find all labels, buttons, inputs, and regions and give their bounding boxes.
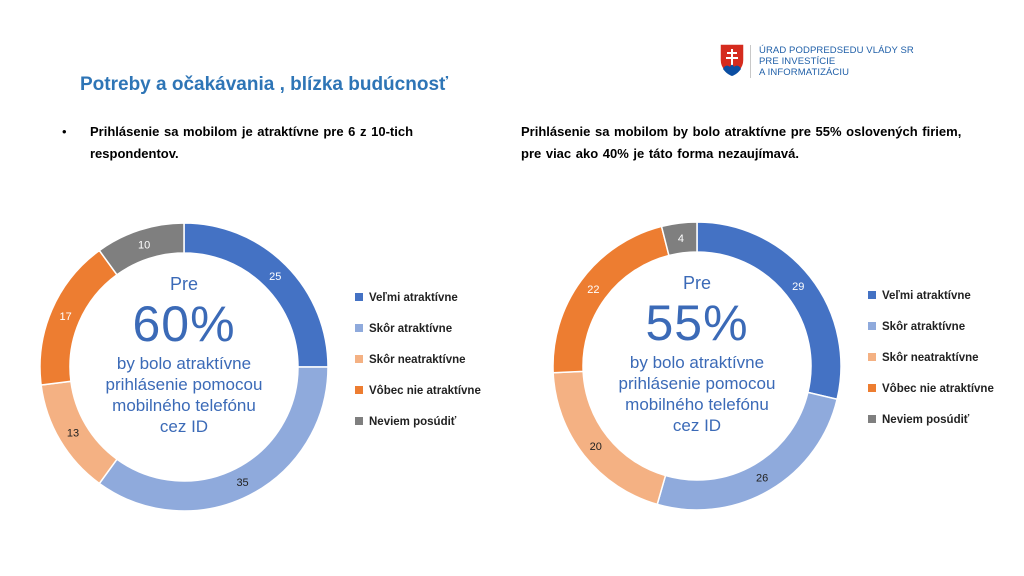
- center-pre: Pre: [682, 273, 711, 293]
- legend-label: Neviem posúdiť: [369, 416, 457, 428]
- legend-swatch-icon: [868, 322, 876, 330]
- legend-item-velmi-atraktivne: Veľmi atraktívne: [868, 290, 971, 302]
- center-desc-line-3: mobilného telefónu: [625, 395, 769, 414]
- legend-swatch-icon: [355, 355, 363, 363]
- center-desc-line-2: prihlásenie pomocou: [618, 374, 776, 393]
- legend-item-neviem-posudit: Neviem posúdiť: [355, 416, 456, 428]
- legend-swatch-icon: [355, 324, 363, 332]
- data-label-velmi-atraktivne: 29: [792, 281, 804, 293]
- legend-label: Veľmi atraktívne: [882, 290, 971, 302]
- logo-line-1: ÚRAD PODPREDSEDU VLÁDY SR: [759, 45, 914, 56]
- legend-item-skor-neatraktivne: Skôr neatraktívne: [355, 354, 466, 366]
- legend-left: Veľmi atraktívne Skôr atraktívne Skôr neat…: [355, 292, 515, 432]
- government-logo: ÚRAD PODPREDSEDU VLÁDY SR PRE INVESTÍCIE…: [719, 43, 929, 83]
- bullet-icon: •: [62, 124, 67, 139]
- center-desc-line-1: by bolo atraktívne: [629, 353, 765, 372]
- legend-label: Veľmi atraktívne: [369, 292, 458, 304]
- legend-item-vobec-nie-atraktivne: Vôbec nie atraktívne: [868, 383, 994, 395]
- legend-item-neviem-posudit: Neviem posúdiť: [868, 414, 969, 426]
- right-statement: Prihlásenie sa mobilom by bolo atraktívn…: [521, 124, 962, 161]
- logo-text: ÚRAD PODPREDSEDU VLÁDY SR PRE INVESTÍCIE…: [759, 45, 914, 78]
- legend-swatch-icon: [355, 293, 363, 301]
- center-pre: Pre: [169, 274, 198, 294]
- data-label-vobec-nie-atraktivne: 22: [587, 284, 599, 296]
- data-label-skor-neatraktivne: 20: [590, 441, 602, 453]
- legend-item-skor-atraktivne: Skôr atraktívne: [355, 323, 452, 335]
- left-bullet-text: • Prihlásenie sa mobilom je atraktívne p…: [62, 121, 482, 165]
- donut-center-left: Pre 60% by bolo atraktívne prihlásenie p…: [86, 273, 282, 437]
- donut-slice-neviem-posudit: [660, 221, 698, 257]
- center-desc-line-3: mobilného telefónu: [112, 396, 256, 415]
- data-label-skor-neatraktivne: 13: [67, 428, 79, 440]
- center-percentage: 60%: [132, 296, 236, 352]
- donut-chart-left-svg: 25 35 13 17 10: [39, 222, 329, 512]
- center-desc-line-2: prihlásenie pomocou: [105, 375, 263, 394]
- data-label-velmi-atraktivne: 25: [269, 271, 281, 283]
- legend-swatch-icon: [355, 386, 363, 394]
- legend-label: Neviem posúdiť: [882, 414, 970, 426]
- legend-swatch-icon: [868, 353, 876, 361]
- legend-label: Vôbec nie atraktívne: [369, 385, 481, 397]
- logo-divider: [750, 45, 751, 78]
- data-label-skor-atraktivne: 26: [756, 472, 768, 484]
- legend-swatch-icon: [868, 384, 876, 392]
- data-label-skor-atraktivne: 35: [236, 477, 248, 489]
- legend-label: Skôr neatraktívne: [882, 352, 979, 364]
- legend-swatch-icon: [355, 417, 363, 425]
- legend-item-vobec-nie-atraktivne: Vôbec nie atraktívne: [355, 385, 481, 397]
- donut-center-right: Pre 55% by bolo atraktívne prihlásenie p…: [599, 272, 795, 436]
- legend-right: Veľmi atraktívne Skôr atraktívne Skôr neat…: [868, 290, 1018, 430]
- donut-chart-right-svg: 29 26 20 22 4: [552, 221, 842, 511]
- donut-chart-left: 25 35 13 17 10 Pre 60% by bolo atraktívne pr…: [28, 211, 340, 523]
- donut-slice-neviem-posudit: [98, 222, 185, 276]
- legend-item-skor-neatraktivne: Skôr neatraktívne: [868, 352, 979, 364]
- legend-label: Skôr atraktívne: [369, 323, 453, 335]
- slovak-coat-of-arms-icon: [719, 43, 745, 77]
- logo-line-3: A INFORMATIZÁCIU: [759, 67, 850, 78]
- legend-label: Skôr neatraktívne: [369, 354, 466, 366]
- legend-item-skor-atraktivne: Skôr atraktívne: [868, 321, 965, 333]
- legend-label: Skôr atraktívne: [882, 321, 966, 333]
- center-desc-line-1: by bolo atraktívne: [116, 354, 252, 373]
- logo-line-2: PRE INVESTÍCIE: [759, 56, 836, 67]
- left-statement: Prihlásenie sa mobilom je atraktívne pre…: [90, 124, 414, 161]
- center-desc-line-4: cez ID: [672, 416, 722, 435]
- legend-item-velmi-atraktivne: Veľmi atraktívne: [355, 292, 458, 304]
- data-label-vobec-nie-atraktivne: 17: [59, 311, 71, 323]
- center-desc-line-4: cez ID: [159, 417, 209, 436]
- data-label-neviem-posudit: 4: [678, 233, 684, 245]
- legend-swatch-icon: [868, 415, 876, 423]
- center-percentage: 55%: [645, 295, 749, 351]
- legend-swatch-icon: [868, 291, 876, 299]
- page-title: Potreby a očakávania , blízka budúcnosť: [80, 74, 449, 95]
- donut-chart-right: 29 26 20 22 4 Pre 55% by bolo atraktívne pri…: [541, 210, 853, 522]
- legend-label: Vôbec nie atraktívne: [882, 383, 994, 395]
- data-label-neviem-posudit: 10: [138, 239, 150, 251]
